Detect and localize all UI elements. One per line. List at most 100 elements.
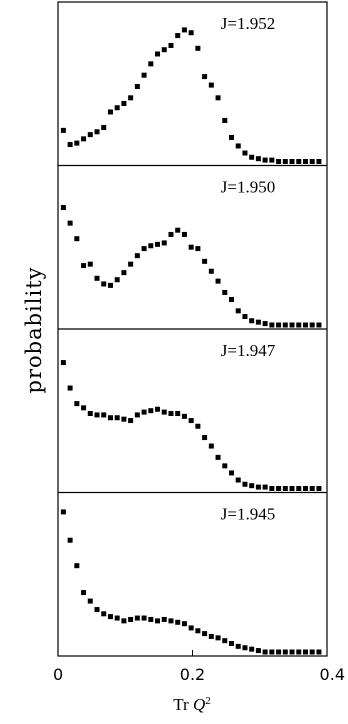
data-point (175, 33, 181, 39)
data-point (148, 408, 154, 414)
data-point (74, 563, 80, 569)
data-point (235, 477, 241, 483)
data-point (249, 646, 255, 652)
data-point (296, 486, 302, 491)
data-point (215, 278, 221, 284)
data-point (67, 385, 73, 391)
x-tick-label: 0 (53, 665, 63, 684)
data-point (282, 159, 288, 164)
data-point (195, 628, 201, 634)
data-point (141, 409, 147, 415)
data-point (175, 619, 181, 625)
data-point (282, 649, 288, 655)
data-point (87, 132, 93, 138)
data-point (107, 282, 113, 288)
data-point (208, 82, 214, 88)
data-point (296, 159, 302, 164)
panel-label: J=1.952 (221, 14, 275, 33)
data-point (195, 423, 201, 429)
data-point (134, 615, 140, 621)
data-point (114, 277, 120, 283)
data-point (107, 614, 113, 620)
data-point (316, 486, 322, 491)
data-point (168, 411, 174, 417)
data-point (262, 321, 268, 327)
data-point (74, 236, 80, 242)
data-point (282, 322, 288, 328)
data-point (121, 416, 127, 422)
panel-label: J=1.945 (221, 505, 275, 524)
data-point (128, 95, 134, 101)
data-point (296, 649, 302, 655)
panels: J=1.952 J=1.950 J=1.947 J=1.945 (58, 14, 327, 655)
data-point (316, 159, 322, 164)
data-point (276, 486, 282, 491)
data-point (302, 159, 308, 164)
data-point (208, 443, 214, 449)
data-point (107, 415, 113, 421)
data-point (269, 649, 275, 655)
x-axis-label-var: Q (193, 695, 205, 714)
data-point (215, 454, 221, 460)
data-point (60, 360, 66, 366)
data-point (114, 105, 120, 111)
data-point (60, 127, 66, 133)
x-axis-label-exp: 2 (205, 695, 211, 707)
data-point (121, 270, 127, 276)
data-point (302, 322, 308, 328)
panel-2: J=1.950 (58, 164, 327, 328)
data-point (155, 51, 161, 57)
data-point (222, 638, 228, 644)
data-point (87, 261, 93, 267)
data-point (94, 412, 100, 418)
data-point (229, 470, 235, 476)
data-point (161, 409, 167, 415)
data-point (141, 615, 147, 621)
data-point (202, 435, 208, 441)
data-point (175, 227, 181, 233)
data-point (101, 412, 107, 418)
data-point (181, 413, 187, 419)
data-point (269, 322, 275, 328)
data-point (249, 154, 255, 160)
data-point (67, 220, 73, 226)
data-point (181, 27, 187, 33)
data-point (121, 618, 127, 624)
y-axis-label: probability (22, 267, 46, 394)
data-point (134, 412, 140, 418)
x-axis-label-prefix: Tr (173, 695, 193, 714)
data-point (229, 297, 235, 303)
data-point (249, 318, 255, 324)
data-point (74, 140, 80, 146)
data-point (242, 314, 248, 320)
data-point (242, 645, 248, 651)
data-point (60, 509, 66, 515)
data-point (276, 159, 282, 164)
data-point (188, 625, 194, 631)
data-point (282, 486, 288, 491)
data-point (202, 631, 208, 637)
data-point (181, 231, 187, 237)
data-point (148, 243, 154, 249)
data-point (67, 142, 73, 148)
data-point (215, 95, 221, 101)
data-point (121, 100, 127, 106)
data-point (222, 289, 228, 295)
data-point (128, 418, 134, 424)
data-point (289, 486, 295, 491)
data-point (255, 319, 261, 325)
data-point (188, 30, 194, 36)
data-point (168, 618, 174, 624)
data-point (141, 246, 147, 252)
data-point (114, 615, 120, 621)
data-point (302, 486, 308, 491)
data-point (101, 125, 107, 131)
data-point (309, 159, 315, 164)
data-point (81, 136, 87, 142)
data-point (60, 205, 66, 211)
data-point (249, 483, 255, 489)
data-point (316, 649, 322, 655)
x-axis-ticks: 0 0.2 0.4 (53, 650, 345, 684)
data-point (296, 322, 302, 328)
